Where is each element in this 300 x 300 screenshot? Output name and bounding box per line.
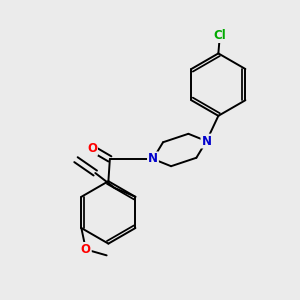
- Text: N: N: [148, 152, 158, 165]
- Text: Cl: Cl: [214, 29, 226, 42]
- Text: O: O: [81, 243, 91, 256]
- Text: O: O: [87, 142, 97, 155]
- Text: N: N: [202, 135, 212, 148]
